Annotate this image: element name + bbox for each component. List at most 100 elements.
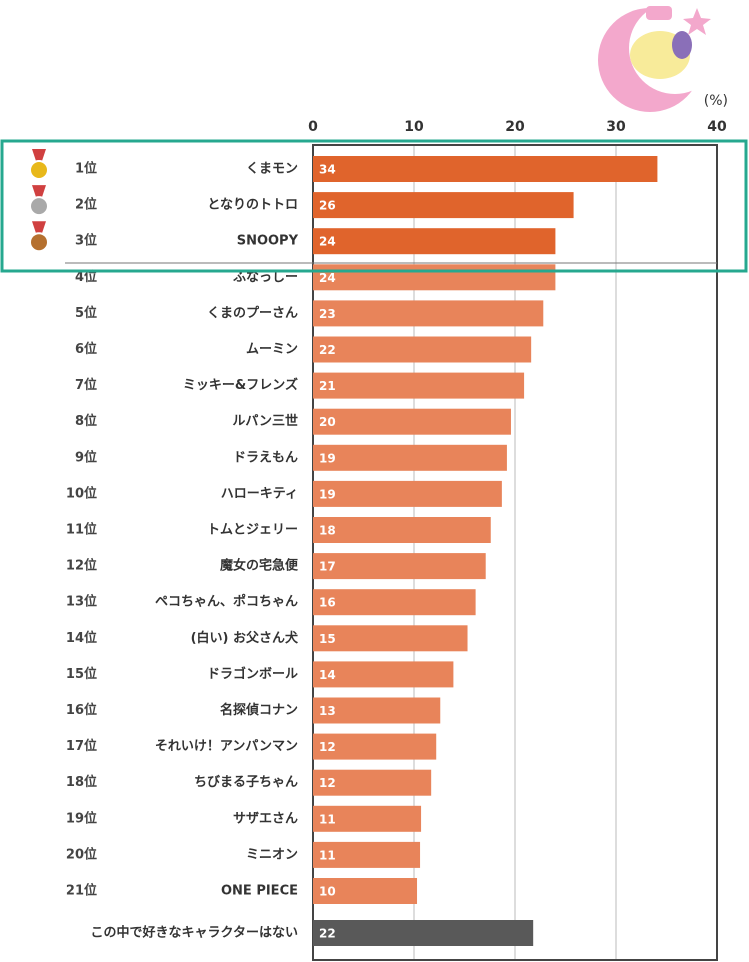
medal-icon — [29, 196, 49, 217]
rank-label: 13位 — [66, 594, 97, 610]
category-label: トムとジェリー — [207, 523, 298, 538]
value-label: 24 — [319, 235, 336, 249]
bar — [313, 156, 658, 182]
bar — [313, 625, 468, 652]
medal-ribbon — [32, 185, 46, 198]
rank-label: 11位 — [66, 522, 97, 538]
medal-ribbon — [32, 221, 46, 234]
category-label: それいけ！アンパンマン — [155, 739, 298, 754]
category-label: くまのプーさん — [207, 306, 298, 321]
rank-label: 14位 — [66, 630, 97, 646]
bar — [313, 192, 574, 219]
rank-label: 20位 — [66, 846, 97, 862]
rank-label: 21位 — [66, 883, 97, 899]
bar — [313, 444, 507, 471]
x-tick-label: 30 — [606, 119, 626, 135]
highlight-box — [0, 139, 748, 273]
medal-ribbon — [32, 149, 46, 161]
category-label: この中で好きなキャラクターはない — [91, 925, 298, 941]
rank-label: 2位 — [75, 197, 97, 213]
category-label: ハローキティ — [221, 486, 298, 501]
bar — [313, 661, 454, 688]
value-label: 20 — [319, 415, 336, 429]
bar — [313, 697, 441, 724]
rank-label: 4位 — [75, 269, 97, 285]
category-label: となりのトトロ — [207, 198, 298, 213]
value-label: 34 — [319, 163, 336, 177]
value-label: 12 — [319, 740, 336, 754]
category-label: ペコちゃん、ポコちゃん — [155, 594, 298, 610]
value-label: 21 — [319, 379, 336, 393]
rank-label: 3位 — [75, 233, 97, 249]
category-label: ドラえもん — [233, 450, 298, 465]
category-label: ムーミン — [246, 342, 298, 357]
value-label: 22 — [319, 343, 336, 357]
value-label: 17 — [319, 560, 336, 574]
rank-label: 6位 — [75, 341, 97, 357]
value-label: 15 — [319, 632, 336, 646]
category-label: ちびまる子ちゃん — [194, 775, 298, 790]
rank-label: 1位 — [75, 161, 97, 177]
plot-frame — [312, 144, 718, 961]
category-label: SNOOPY — [237, 234, 299, 249]
value-label: 19 — [319, 487, 336, 501]
bar — [313, 878, 418, 904]
value-label: 24 — [319, 271, 336, 285]
category-label: サザエさん — [233, 811, 298, 826]
category-label: 魔女の宅急便 — [220, 558, 299, 574]
category-label: くまモン — [246, 162, 298, 177]
value-label: 13 — [319, 704, 336, 718]
x-tick-label: 0 — [308, 119, 318, 135]
bar — [313, 517, 491, 543]
value-label: 22 — [319, 927, 336, 941]
value-label: 12 — [319, 776, 336, 790]
bar — [313, 264, 556, 291]
value-label: 11 — [319, 812, 336, 826]
value-label: 14 — [319, 668, 336, 682]
category-label: ミニオン — [246, 847, 298, 862]
bar — [313, 589, 476, 616]
rank-label: 15位 — [66, 666, 97, 682]
bar — [313, 336, 532, 363]
x-tick-label: 20 — [505, 119, 525, 135]
bar — [313, 769, 432, 796]
bar — [313, 300, 544, 327]
category-label: ルパン三世 — [232, 413, 298, 429]
bar — [313, 733, 437, 760]
rank-label: 5位 — [75, 305, 97, 321]
bar — [313, 372, 525, 399]
x-tick-label: 40 — [707, 119, 727, 135]
bar — [313, 553, 486, 580]
category-label: 名探偵コナン — [220, 702, 298, 718]
category-label: ミッキー&フレンズ — [183, 377, 298, 393]
value-label: 10 — [319, 885, 336, 899]
value-label: 23 — [319, 307, 336, 321]
medal-icon — [29, 232, 49, 253]
value-label: 19 — [319, 451, 336, 465]
category-label: (白い) お父さん犬 — [191, 630, 299, 646]
rank-label: 12位 — [66, 558, 97, 574]
rank-label: 18位 — [66, 774, 97, 790]
rank-label: 10位 — [66, 485, 97, 501]
category-label: ドラゴンボール — [207, 666, 298, 682]
value-label: 11 — [319, 848, 336, 862]
rank-label: 19位 — [66, 810, 97, 826]
rank-label: 7位 — [75, 377, 97, 393]
x-tick-label: 10 — [404, 119, 424, 135]
mascot — [598, 2, 721, 112]
rank-label: 17位 — [66, 738, 97, 754]
bar — [313, 228, 556, 255]
bar — [313, 920, 534, 946]
bar — [313, 480, 502, 507]
unit-label: (%) — [704, 93, 728, 109]
medal-icon — [29, 160, 49, 180]
category-label: ONE PIECE — [221, 884, 298, 899]
category-label: ふなっしー — [233, 270, 298, 285]
bar — [313, 805, 422, 832]
rank-label: 8位 — [75, 413, 97, 429]
bar — [313, 408, 511, 435]
value-label: 16 — [319, 596, 336, 610]
rank-label: 9位 — [75, 449, 97, 465]
bar — [313, 841, 421, 868]
